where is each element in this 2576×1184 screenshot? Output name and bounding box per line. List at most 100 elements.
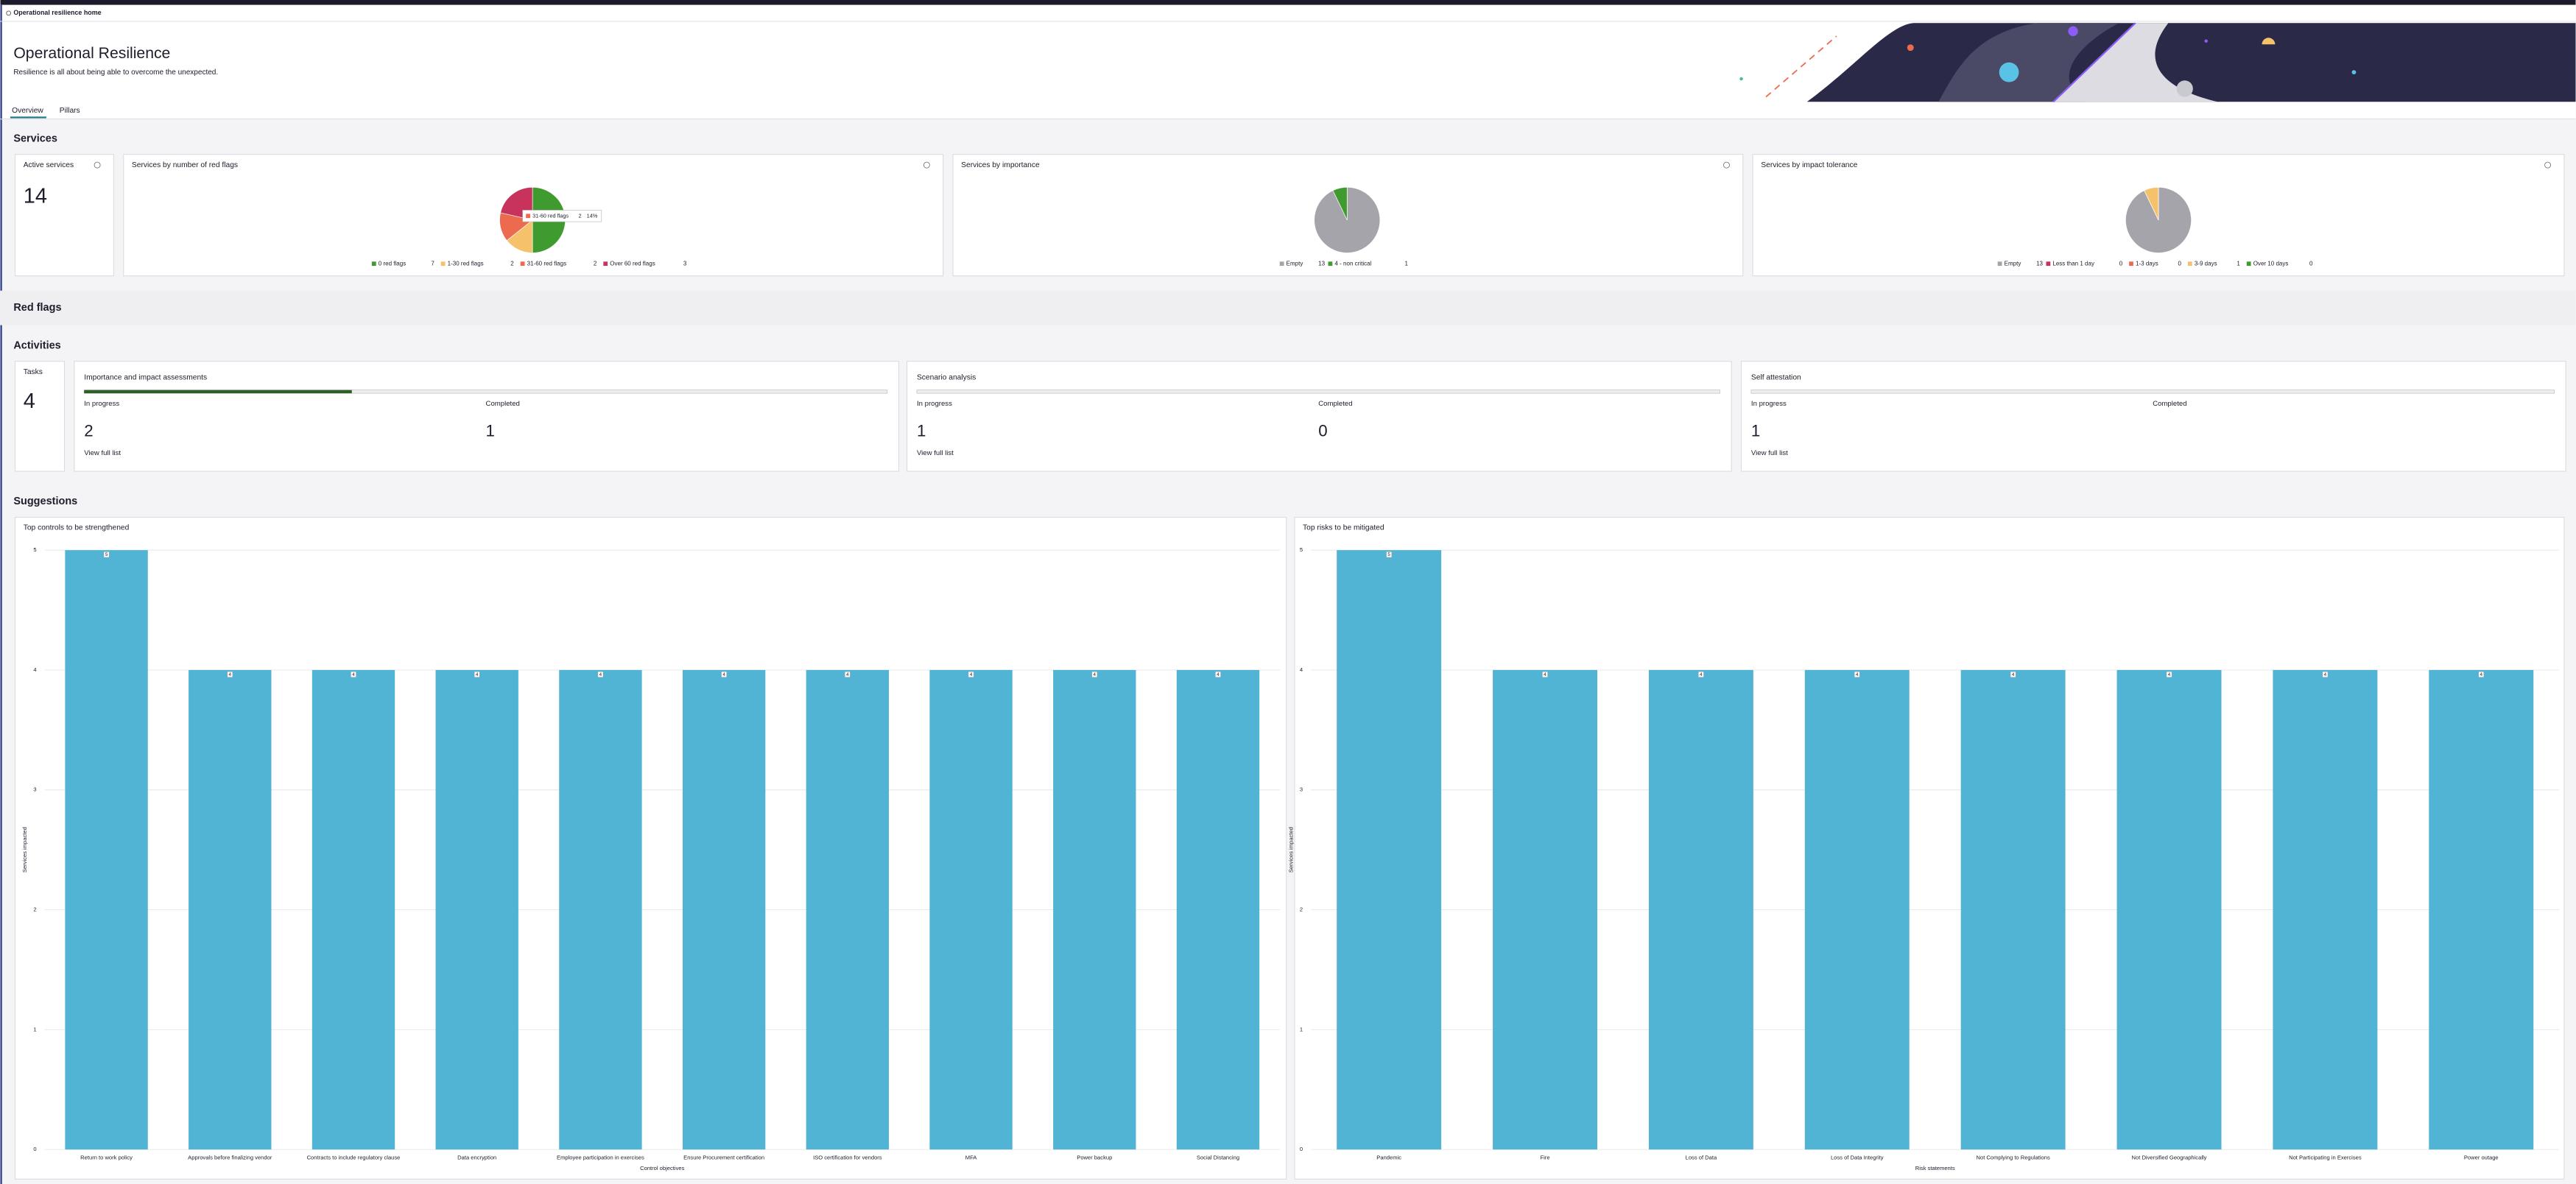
info-icon[interactable]	[2544, 161, 2551, 169]
card-title: Services by number of red flags	[132, 161, 238, 169]
data-label-box	[1091, 671, 1098, 677]
tooltip-share: 14%	[587, 213, 598, 219]
link[interactable]: View full list	[917, 449, 954, 457]
legend-value: 2	[594, 261, 597, 267]
y-tick-label: 2	[33, 906, 36, 913]
data-label-box	[1542, 671, 1548, 677]
legend-label: Less than 1 day	[2052, 261, 2094, 267]
page-title: Operational Resilience	[13, 45, 170, 62]
bar	[189, 669, 272, 1150]
data-label-box	[1854, 671, 1860, 677]
y-tick-label: 1	[1300, 1026, 1303, 1032]
legend-label: 31-60 red flags	[527, 261, 566, 267]
legend-swatch	[1328, 261, 1333, 267]
x-tick-label: Approvals before finalizing vendor	[188, 1154, 272, 1160]
illustration-dot	[1739, 77, 1743, 81]
bar	[65, 550, 148, 1150]
legend-swatch	[371, 261, 376, 267]
data-label: 4	[1856, 672, 1859, 677]
tab[interactable]: Pillars	[60, 107, 80, 115]
legend-value: 13	[2036, 261, 2043, 267]
card-title: Top risks to be mitigated	[1303, 524, 1384, 532]
legend-value: 7	[431, 261, 434, 267]
info-icon[interactable]	[1723, 161, 1730, 169]
tab[interactable]: Overview	[12, 107, 43, 115]
y-tick-label: 1	[33, 1026, 36, 1032]
section-title: Suggestions	[13, 496, 77, 507]
legend-swatch	[520, 261, 525, 267]
bar	[682, 669, 766, 1150]
tooltip-swatch	[526, 214, 530, 219]
legend-swatch	[2246, 261, 2251, 267]
data-label: 4	[1544, 672, 1546, 677]
y-tick-label: 3	[1300, 786, 1303, 793]
home-icon	[6, 10, 11, 16]
x-tick-label: Fire	[1541, 1154, 1550, 1160]
bar	[1337, 550, 1442, 1150]
link[interactable]: View full list	[84, 449, 121, 457]
count: 1	[1751, 421, 1760, 440]
x-tick-label: Power backup	[1077, 1154, 1112, 1160]
label: In progress	[1751, 400, 1787, 408]
legend-swatch	[440, 261, 446, 267]
illustration-dot	[2351, 70, 2357, 75]
illustration-shape	[1938, 23, 2119, 102]
legend-label: Empty	[1287, 261, 1303, 267]
section-title: Activities	[13, 339, 60, 351]
legend-label: 1-3 days	[2136, 261, 2158, 267]
y-axis-title: Services impacted	[21, 827, 28, 873]
x-axis-title: Risk statements	[1915, 1165, 1955, 1171]
legend-value: 13	[1318, 261, 1325, 267]
tooltip-label: 31-60 red flags	[532, 213, 569, 219]
legend-value: 2	[510, 261, 514, 267]
label: Completed	[1318, 400, 1352, 408]
data-label: 4	[1217, 672, 1220, 677]
illustration-dot	[2176, 80, 2193, 97]
legend-swatch	[1279, 261, 1284, 267]
legend-value: 0	[2309, 261, 2313, 267]
bar	[1960, 669, 2066, 1150]
illustration-dot	[1999, 62, 2019, 82]
count: 0	[1318, 421, 1327, 440]
section-title: Services	[13, 133, 57, 144]
illustration-dot	[2204, 39, 2208, 43]
card	[907, 361, 1732, 472]
bar	[1648, 669, 1753, 1150]
illustration-dot	[2262, 38, 2276, 45]
card-title: Scenario analysis	[917, 374, 976, 382]
data-label-box	[968, 671, 974, 677]
section-title: Red flags	[13, 302, 61, 314]
data-label-box	[2166, 671, 2172, 677]
y-tick-label: 4	[1300, 666, 1303, 673]
legend-swatch	[2187, 261, 2192, 267]
info-icon[interactable]	[923, 161, 930, 169]
x-tick-label: Ensure Procurement certification	[683, 1154, 764, 1160]
card-title: Self attestation	[1751, 374, 1801, 382]
y-tick-label: 5	[33, 546, 36, 553]
legend-label: Over 60 red flags	[610, 261, 655, 267]
card-title: Services by importance	[961, 161, 1040, 169]
legend-value: 1	[2237, 261, 2240, 267]
legend-value: 1	[1404, 261, 1408, 267]
data-label: 4	[352, 672, 355, 677]
x-tick-label: ISO certification for vendors	[813, 1154, 882, 1160]
data-label: 5	[105, 552, 108, 557]
x-tick-label: Social Distancing	[1197, 1154, 1239, 1160]
illustration-trail	[1765, 35, 1837, 98]
app-title: Operational resilience home	[13, 9, 101, 16]
illustration-dish	[2053, 23, 2218, 102]
info-icon[interactable]	[94, 161, 101, 169]
bar	[2273, 669, 2378, 1150]
y-tick-label: 0	[33, 1146, 36, 1152]
data-label: 4	[2324, 672, 2327, 677]
x-tick-label: Loss of Data	[1686, 1154, 1717, 1160]
data-label-box	[721, 671, 727, 677]
pie-slice	[1332, 186, 1348, 220]
progress-track	[1750, 390, 2555, 394]
red-flags-band	[0, 290, 2576, 325]
legend-swatch	[2129, 261, 2133, 267]
link[interactable]: View full list	[1751, 449, 1788, 457]
bar	[435, 669, 518, 1150]
card-title: Services by impact tolerance	[1761, 161, 1857, 169]
